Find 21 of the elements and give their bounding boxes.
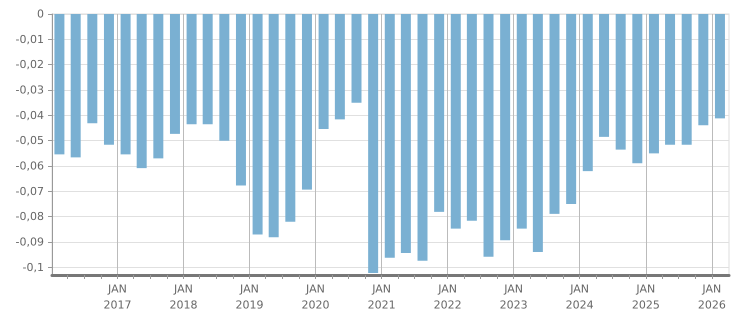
y-tick-label: -0,02 <box>16 58 44 72</box>
x-tick-label: JAN 2022 <box>434 282 462 312</box>
y-tick-label: -0,03 <box>16 84 44 97</box>
y-tick-label: -0,06 <box>16 160 44 173</box>
y-tick-label: -0,1 <box>22 260 44 274</box>
x-tick-label: JAN 2025 <box>632 282 660 312</box>
x-tick-label: JAN 2023 <box>500 282 528 312</box>
y-tick-label: -0,07 <box>16 184 44 198</box>
x-tick-label: JAN 2021 <box>368 282 396 312</box>
y-tick-label: 0 <box>37 8 44 20</box>
y-tick-label: -0,04 <box>16 108 44 122</box>
x-tick-label: JAN 2026 <box>698 282 726 312</box>
x-tick-label: JAN 2024 <box>566 282 594 312</box>
x-tick-label: JAN 2019 <box>235 282 264 312</box>
x-tick-label: JAN 2018 <box>169 282 198 312</box>
x-tick-label: JAN 2017 <box>103 282 132 312</box>
y-tick-label: -0,05 <box>16 134 44 148</box>
y-tick-label: -0,09 <box>16 236 44 249</box>
x-tick-label: JAN 2020 <box>301 282 330 312</box>
y-tick-label: -0,01 <box>16 32 44 46</box>
y-tick-label: -0,08 <box>16 210 44 224</box>
